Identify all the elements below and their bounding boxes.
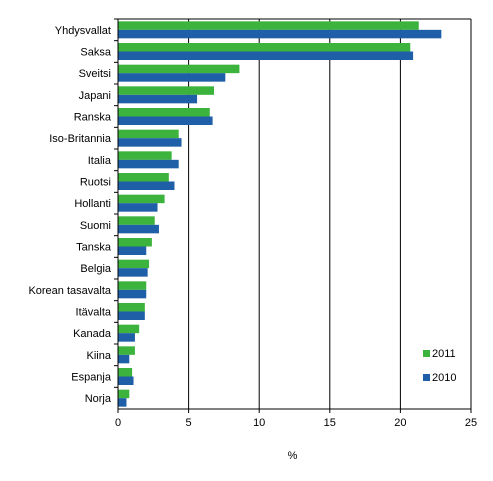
bar-2010	[118, 203, 158, 212]
category-label: Kanada	[73, 328, 112, 340]
grid-layer	[188, 19, 472, 409]
category-label: Japani	[79, 90, 111, 102]
bar-2011	[118, 108, 210, 117]
bar-2011	[118, 324, 140, 334]
bar-2010	[118, 354, 130, 364]
bar-2011	[118, 281, 147, 290]
x-tick-label: 10	[253, 417, 265, 429]
category-label: Italia	[88, 155, 112, 167]
bar-layer	[118, 21, 442, 407]
axis-layer	[114, 18, 472, 413]
legend: 2011 2010	[423, 348, 456, 384]
bar-2010	[118, 73, 226, 82]
legend-swatch-2010	[423, 374, 430, 381]
bar-2010	[118, 376, 134, 385]
legend-label-2011: 2011	[432, 348, 456, 360]
bar-2010	[118, 398, 127, 407]
category-label: Ranska	[74, 112, 112, 124]
category-label: Norja	[85, 393, 112, 405]
x-tick-label: 5	[186, 417, 192, 429]
bar-2011	[118, 194, 165, 204]
x-tick-label: 15	[324, 417, 336, 429]
bar-2010	[118, 29, 442, 39]
x-axis-label: %	[288, 450, 298, 462]
bar-2011	[118, 368, 133, 377]
label-layer: Yhdysvallat Saksa Sveitsi Japani Ranska Iso-B…	[28, 25, 477, 429]
category-label: Hollanti	[74, 198, 111, 210]
category-label: Kiina	[87, 350, 112, 362]
bar-2011	[118, 389, 130, 399]
bar-2011	[118, 64, 240, 74]
category-label: Yhdysvallat	[55, 25, 111, 37]
bar-2010	[118, 116, 213, 125]
bar-2011	[118, 238, 152, 247]
category-label: Korean tasavalta	[28, 285, 111, 297]
x-tick-label: 25	[465, 417, 477, 429]
bar-2011	[118, 129, 179, 139]
category-label: Ruotsi	[80, 177, 111, 189]
bar-2010	[118, 289, 147, 299]
category-label: Itävalta	[76, 307, 112, 319]
bar-2010	[118, 94, 198, 104]
legend-swatch-2011	[423, 350, 430, 357]
legend-label-2010: 2010	[432, 372, 456, 384]
x-tick-label: 20	[394, 417, 406, 429]
bar-2010	[118, 159, 179, 169]
bar-2010	[118, 138, 182, 147]
bar-2011	[118, 346, 135, 355]
category-label: Tanska	[76, 242, 112, 254]
x-tick-label: 0	[115, 417, 121, 429]
bar-2010	[118, 51, 414, 60]
category-label: Sveitsi	[79, 68, 111, 80]
category-label: Espanja	[71, 372, 112, 384]
bar-2010	[118, 311, 145, 320]
bar-2011	[118, 303, 145, 312]
category-label: Saksa	[80, 47, 111, 59]
category-label: Belgia	[80, 263, 111, 275]
bar-2010	[118, 181, 175, 190]
bar-2011	[118, 43, 411, 52]
category-label: Suomi	[80, 220, 111, 232]
bar-2011	[118, 259, 150, 269]
category-label: Iso-Britannia	[49, 133, 112, 145]
bar-2011	[118, 173, 169, 182]
bar-2010	[118, 246, 147, 255]
bar-2011	[118, 21, 419, 30]
bar-2011	[118, 151, 172, 160]
bar-2011	[118, 216, 155, 225]
bar-2010	[118, 268, 148, 277]
bar-2011	[118, 86, 215, 95]
bar-2010	[118, 224, 159, 234]
bar-2010	[118, 333, 135, 342]
